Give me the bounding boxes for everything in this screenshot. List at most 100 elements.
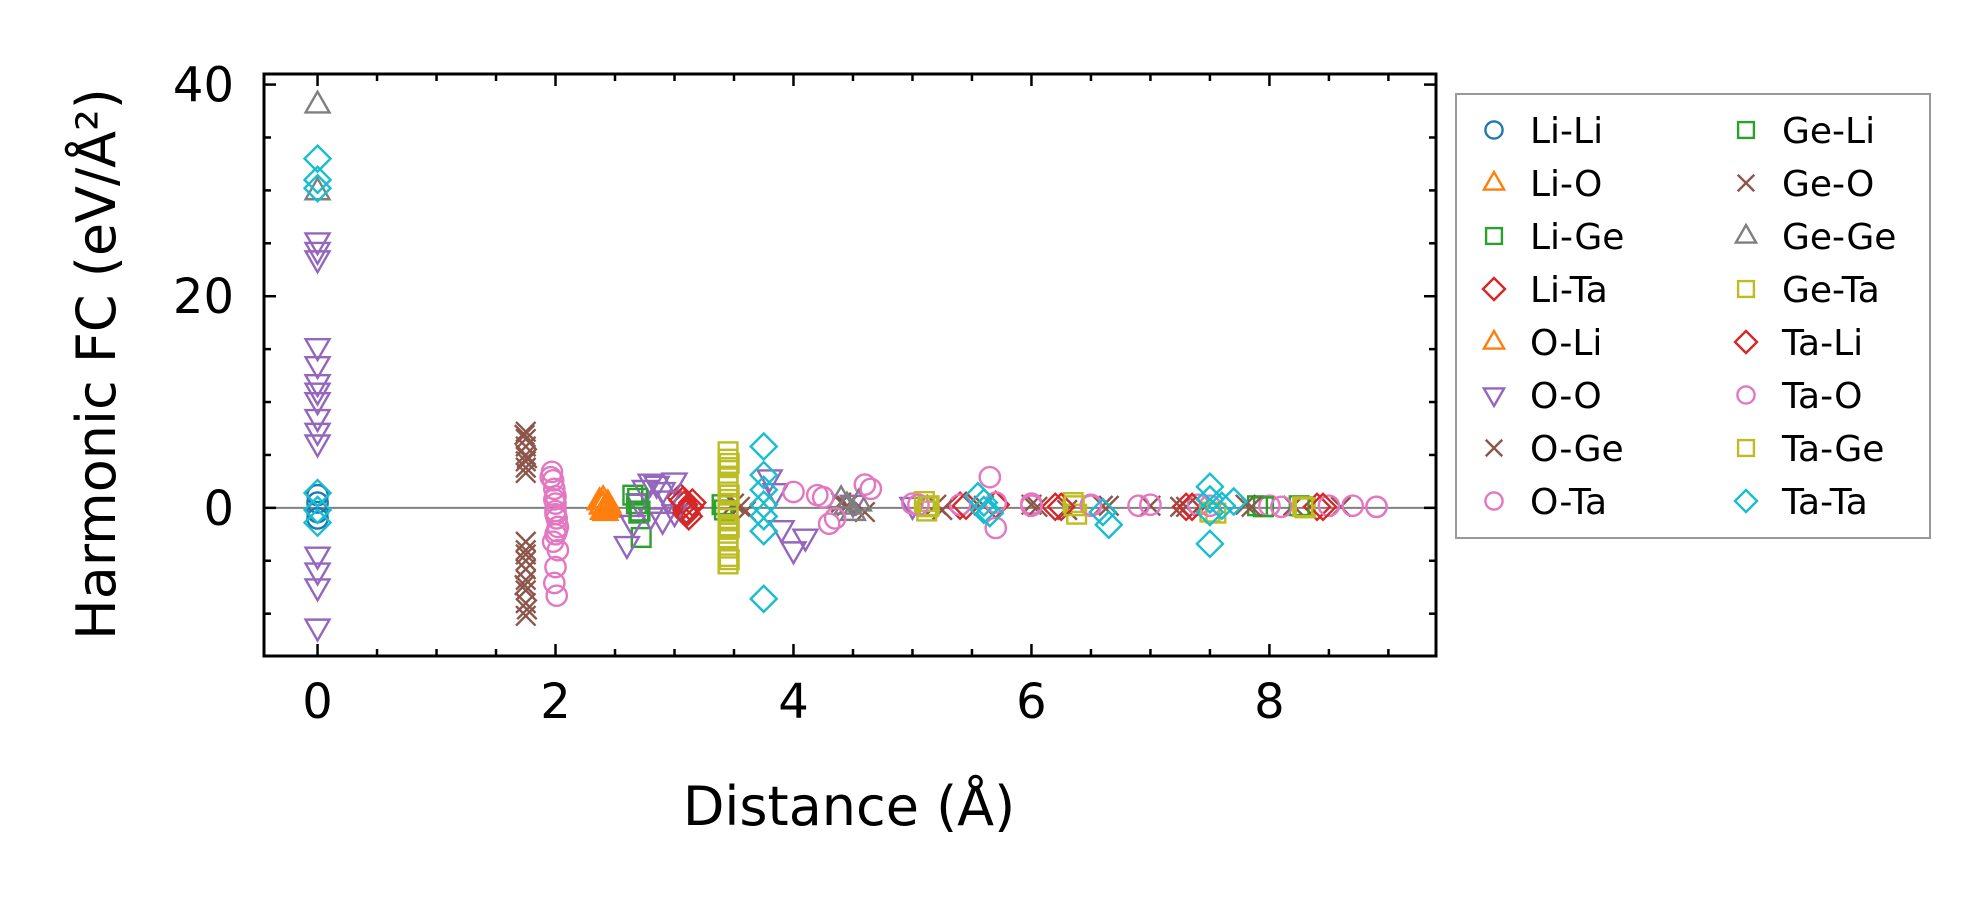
legend-marker-li-ta (1481, 276, 1507, 302)
data-point-ta-li-2 (675, 492, 705, 522)
data-point-ge-ge-2 (827, 483, 856, 509)
data-point-ta-ta-6 (749, 431, 779, 462)
data-point-o-ge-8 (515, 539, 537, 561)
legend-label-ta-o: Ta-O (1781, 376, 1862, 417)
data-point-ta-ta-3 (302, 478, 333, 508)
data-point-ta-li-3 (951, 491, 981, 521)
data-point-ge-ge-1 (303, 176, 332, 201)
data-point-o-ge-5 (515, 457, 537, 479)
data-point-ge-li-1 (629, 500, 651, 522)
data-point-ge-li-0 (627, 487, 649, 509)
y-tick-label-2: 40 (173, 58, 234, 114)
series-o-o (303, 232, 927, 643)
x-tick-label-1: 2 (540, 674, 571, 730)
data-point-ta-ge-7 (1292, 496, 1314, 518)
data-point-li-ta-4 (677, 487, 708, 518)
legend-marker-o-li (1481, 328, 1507, 350)
series-ta-ta (302, 143, 1249, 614)
data-point-ta-ge-6 (1199, 501, 1221, 523)
data-point-ta-ge-5 (1063, 495, 1085, 517)
legend-label-li-ge: Li-Ge (1530, 217, 1624, 258)
legend-entry-ge-ta: Ge-Ta (1736, 270, 1880, 311)
data-point-ta-ta-7 (749, 460, 779, 490)
data-point-ta-ta-0 (302, 143, 333, 174)
legend-marker-ta-o (1736, 385, 1756, 405)
data-point-o-o-12 (303, 562, 332, 587)
data-point-o-ta-13 (782, 480, 805, 504)
legend-label-ta-ta: Ta-Ta (1781, 482, 1868, 523)
data-point-o-ge-0 (515, 421, 537, 443)
data-point-ta-ge-0 (718, 452, 740, 474)
data-point-ta-o-4 (546, 538, 570, 562)
legend-label-o-o: O-O (1530, 376, 1602, 417)
legend-marker-o-ta (1484, 491, 1504, 511)
data-point-ta-ge-1 (718, 484, 740, 506)
data-point-ta-ta-24 (1219, 486, 1249, 517)
data-point-ta-o-15 (1269, 495, 1293, 519)
data-point-ge-o-0 (513, 424, 536, 446)
legend-frame (1455, 93, 1931, 539)
data-point-ge-o-4 (516, 598, 538, 621)
data-point-o-o-15 (612, 535, 641, 561)
x-tick-label-4: 8 (1254, 674, 1285, 730)
legend-entry-o-o: O-O (1481, 376, 1602, 417)
plot-area (264, 89, 1436, 643)
data-point-o-ta-11 (545, 584, 569, 608)
data-point-o-o-16 (618, 514, 647, 540)
x-tick-label-3: 6 (1016, 674, 1047, 730)
data-point-o-o-30 (779, 541, 808, 566)
legend-label-o-li: O-Li (1530, 323, 1602, 364)
axes: 0 2 4 6 8 0 20 40 (173, 58, 1438, 730)
data-point-li-li-1 (306, 491, 329, 514)
data-point-o-o-28 (761, 482, 790, 508)
data-point-o-o-9 (303, 422, 332, 448)
data-point-o-ta-25 (1317, 494, 1341, 518)
data-point-o-o-18 (630, 479, 659, 505)
y-tick-label-0: 0 (203, 481, 234, 537)
x-tick-label-2: 4 (778, 674, 809, 730)
data-point-ta-o-1 (542, 488, 566, 511)
data-point-o-o-20 (642, 475, 671, 500)
legend-entry-li-ge: Li-Ge (1484, 217, 1624, 258)
data-point-ta-ta-23 (1207, 491, 1237, 521)
data-point-ta-o-0 (539, 465, 563, 489)
legend-marker-ge-o (1736, 173, 1756, 193)
data-point-ge-o-2 (515, 543, 537, 566)
legend: Li-Li Li-O Li-Ge Li-Ta O-Li O-O O-Ge O-Ta Ge-Li G… (1455, 93, 1931, 539)
data-point-o-o-31 (791, 528, 820, 553)
data-point-o-o-7 (303, 391, 332, 417)
legend-marker-li-o (1481, 169, 1507, 191)
legend-entry-ge-ge: Ge-Ge (1733, 217, 1896, 258)
data-point-o-o-27 (755, 469, 784, 494)
series-ge-ge (303, 89, 873, 522)
x-axis-label: Distance (Å) (683, 774, 1015, 838)
legend-entry-li-ta: Li-Ta (1481, 270, 1608, 311)
data-point-ta-o-6 (823, 507, 847, 530)
data-point-o-o-14 (303, 618, 332, 643)
data-point-o-ta-9 (544, 555, 567, 579)
legend-entry-ta-o: Ta-O (1736, 376, 1862, 417)
legend-label-ge-ta: Ge-Ta (1782, 270, 1880, 311)
data-point-o-ge-26 (1235, 494, 1257, 516)
legend-label-li-o: Li-O (1530, 164, 1602, 205)
data-point-ta-o-2 (544, 502, 567, 526)
legend-label-li-li: Li-Li (1530, 111, 1603, 152)
data-point-o-ge-9 (515, 550, 537, 572)
data-point-ta-o-7 (859, 477, 883, 501)
data-point-o-o-4 (303, 356, 332, 381)
data-point-o-ge-18 (854, 501, 876, 523)
legend-entry-o-ge: O-Ge (1484, 429, 1624, 470)
legend-entry-li-o: Li-O (1481, 164, 1602, 205)
legend-label-ge-o: Ge-O (1782, 164, 1874, 205)
data-point-ta-o-13 (1127, 494, 1150, 518)
data-point-ta-ta-5 (302, 507, 333, 538)
x-tick-label-0: 0 (302, 674, 333, 730)
data-point-ta-ta-18 (1094, 510, 1124, 540)
data-point-ge-ge-3 (832, 490, 862, 515)
data-point-o-o-13 (303, 578, 332, 603)
data-point-ta-ge-3 (718, 549, 740, 571)
data-point-ge-o-1 (516, 447, 538, 469)
legend-marker-ta-ta (1733, 488, 1759, 514)
data-point-o-ta-2 (542, 477, 566, 501)
